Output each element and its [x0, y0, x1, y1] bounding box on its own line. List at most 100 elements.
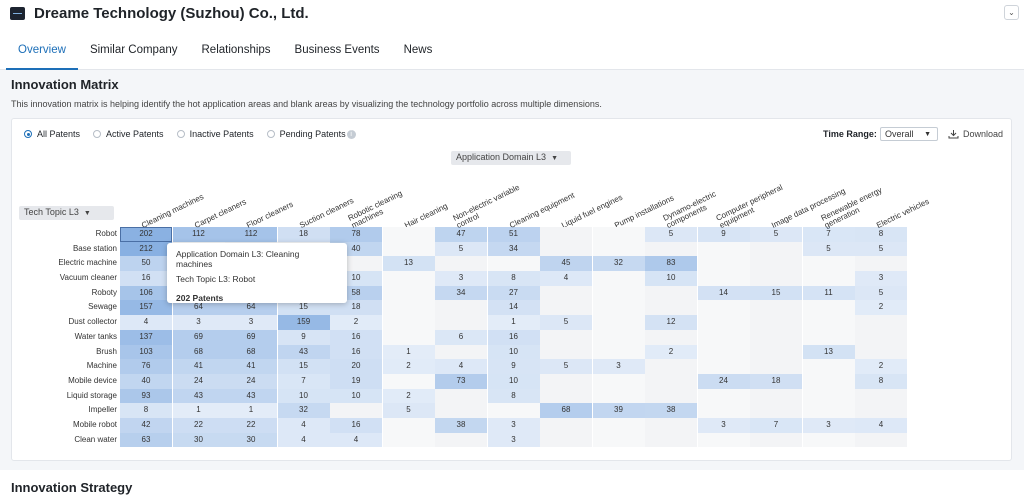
matrix-cell[interactable]: [593, 433, 645, 448]
radio-pending-patents[interactable]: Pending Patentsi: [267, 129, 356, 139]
matrix-cell[interactable]: [803, 300, 855, 315]
matrix-cell[interactable]: [383, 418, 435, 433]
matrix-cell[interactable]: 39: [593, 403, 645, 418]
matrix-cell[interactable]: 47: [435, 227, 487, 242]
matrix-cell[interactable]: [803, 256, 855, 271]
matrix-cell[interactable]: [855, 256, 907, 271]
matrix-cell[interactable]: 1: [383, 345, 435, 360]
matrix-cell[interactable]: [383, 300, 435, 315]
matrix-cell[interactable]: [383, 433, 435, 448]
matrix-cell[interactable]: [645, 359, 697, 374]
matrix-cell[interactable]: [750, 389, 802, 404]
matrix-cell[interactable]: [750, 271, 802, 286]
matrix-cell[interactable]: 5: [435, 242, 487, 257]
matrix-cell[interactable]: [750, 359, 802, 374]
matrix-cell[interactable]: 14: [488, 300, 540, 315]
matrix-cell[interactable]: [698, 256, 750, 271]
matrix-cell[interactable]: [855, 389, 907, 404]
matrix-cell[interactable]: 3: [488, 418, 540, 433]
matrix-cell[interactable]: 3: [435, 271, 487, 286]
matrix-cell[interactable]: [750, 330, 802, 345]
matrix-cell[interactable]: [698, 315, 750, 330]
matrix-cell[interactable]: 43: [173, 389, 225, 404]
matrix-cell[interactable]: 13: [803, 345, 855, 360]
matrix-cell[interactable]: 3: [698, 418, 750, 433]
matrix-cell[interactable]: 40: [120, 374, 172, 389]
matrix-cell[interactable]: [803, 271, 855, 286]
column-dimension-dropdown[interactable]: Application Domain L3▼: [451, 151, 571, 165]
matrix-cell[interactable]: 4: [540, 271, 592, 286]
matrix-cell[interactable]: 63: [120, 433, 172, 448]
matrix-cell[interactable]: 45: [540, 256, 592, 271]
matrix-cell[interactable]: 5: [540, 359, 592, 374]
matrix-cell[interactable]: 5: [803, 242, 855, 257]
matrix-cell[interactable]: 83: [645, 256, 697, 271]
matrix-cell[interactable]: 7: [278, 374, 330, 389]
matrix-cell[interactable]: 2: [330, 315, 382, 330]
matrix-cell[interactable]: 3: [593, 359, 645, 374]
matrix-cell[interactable]: [435, 300, 487, 315]
matrix-cell[interactable]: 27: [488, 286, 540, 301]
tab-business-events[interactable]: Business Events: [295, 38, 380, 70]
matrix-cell[interactable]: 3: [173, 315, 225, 330]
matrix-cell[interactable]: [593, 418, 645, 433]
matrix-cell[interactable]: [645, 374, 697, 389]
matrix-cell[interactable]: 10: [278, 389, 330, 404]
matrix-cell[interactable]: 9: [278, 330, 330, 345]
matrix-cell[interactable]: [540, 389, 592, 404]
matrix-cell[interactable]: 16: [330, 418, 382, 433]
matrix-cell[interactable]: 13: [383, 256, 435, 271]
matrix-cell[interactable]: 2: [383, 389, 435, 404]
matrix-cell[interactable]: [593, 300, 645, 315]
matrix-cell[interactable]: [698, 271, 750, 286]
matrix-cell[interactable]: 43: [278, 345, 330, 360]
matrix-cell[interactable]: 5: [855, 286, 907, 301]
matrix-cell[interactable]: 18: [750, 374, 802, 389]
matrix-cell[interactable]: 68: [225, 345, 277, 360]
matrix-cell[interactable]: 10: [488, 345, 540, 360]
matrix-cell[interactable]: 22: [173, 418, 225, 433]
matrix-cell[interactable]: 10: [330, 389, 382, 404]
matrix-cell[interactable]: 41: [173, 359, 225, 374]
matrix-cell[interactable]: [435, 433, 487, 448]
matrix-cell[interactable]: 24: [173, 374, 225, 389]
matrix-cell[interactable]: 5: [855, 242, 907, 257]
matrix-cell[interactable]: 9: [488, 359, 540, 374]
matrix-cell[interactable]: [855, 433, 907, 448]
radio-all-patents[interactable]: All Patents: [24, 129, 80, 139]
matrix-cell[interactable]: 7: [803, 227, 855, 242]
matrix-cell[interactable]: 16: [120, 271, 172, 286]
matrix-cell[interactable]: [593, 315, 645, 330]
matrix-cell[interactable]: [645, 330, 697, 345]
collapse-chevron-icon[interactable]: ⌄: [1004, 5, 1019, 20]
matrix-cell[interactable]: 112: [225, 227, 277, 242]
matrix-cell[interactable]: 8: [855, 227, 907, 242]
matrix-cell[interactable]: 51: [488, 227, 540, 242]
matrix-cell[interactable]: [698, 433, 750, 448]
tab-overview[interactable]: Overview: [6, 38, 78, 70]
matrix-cell[interactable]: [383, 286, 435, 301]
matrix-cell[interactable]: 18: [278, 227, 330, 242]
matrix-cell[interactable]: [698, 300, 750, 315]
matrix-cell[interactable]: 5: [383, 403, 435, 418]
matrix-cell[interactable]: [593, 227, 645, 242]
matrix-cell[interactable]: [540, 286, 592, 301]
matrix-cell[interactable]: 24: [225, 374, 277, 389]
matrix-cell[interactable]: [750, 256, 802, 271]
matrix-cell[interactable]: 30: [173, 433, 225, 448]
tab-relationships[interactable]: Relationships: [202, 38, 271, 70]
matrix-cell[interactable]: [750, 242, 802, 257]
matrix-cell[interactable]: 4: [855, 418, 907, 433]
matrix-cell[interactable]: [540, 227, 592, 242]
matrix-cell[interactable]: [855, 330, 907, 345]
matrix-cell[interactable]: 16: [330, 345, 382, 360]
matrix-cell[interactable]: [540, 300, 592, 315]
matrix-cell[interactable]: [803, 403, 855, 418]
matrix-cell[interactable]: [488, 403, 540, 418]
tab-news[interactable]: News: [404, 38, 433, 70]
matrix-cell[interactable]: [855, 345, 907, 360]
matrix-cell[interactable]: 93: [120, 389, 172, 404]
matrix-cell[interactable]: [803, 359, 855, 374]
matrix-cell[interactable]: [593, 330, 645, 345]
matrix-cell[interactable]: 7: [750, 418, 802, 433]
